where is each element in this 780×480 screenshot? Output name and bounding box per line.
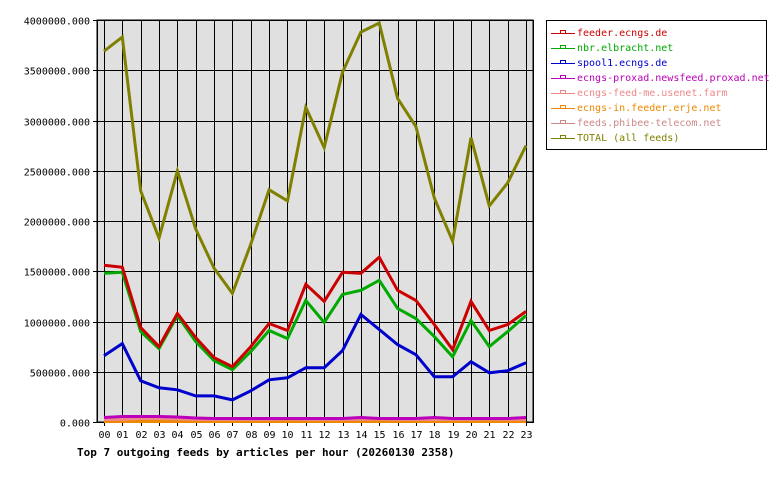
y-tick-label: 1000000.000: [24, 319, 90, 330]
x-tick-label: 11: [300, 430, 312, 441]
series-line-0: [103, 254, 527, 369]
x-tick-label: 19: [447, 430, 459, 441]
x-tick-label: 20: [465, 430, 477, 441]
legend-item: feeds.phibee-telecom.net: [551, 116, 766, 131]
x-tick-label: 18: [428, 430, 440, 441]
y-tick-label: 2000000.000: [24, 218, 90, 229]
x-tick-label: 14: [355, 430, 367, 441]
legend-item: ecngs-in.feeder.erje.net: [551, 101, 766, 116]
series-line-7: [103, 20, 528, 297]
legend-line-marker-icon: [551, 120, 575, 127]
legend-line-marker-icon: [551, 90, 575, 97]
legend-item: spool1.ecngs.de: [551, 56, 766, 71]
x-tick-label: 00: [98, 430, 110, 441]
legend-line-marker-icon: [551, 30, 575, 37]
legend-label: ecngs-in.feeder.erje.net: [577, 103, 722, 114]
x-tick-label: 07: [226, 430, 238, 441]
x-axis: 00 01 02 03 04 05 06 07 08 09 10 11 12 13 14 15 16 17 18 19…: [98, 430, 532, 441]
series-line-3: [103, 415, 527, 420]
legend-item: TOTAL (all feeds): [551, 131, 766, 146]
x-tick-label: 01: [116, 430, 128, 441]
x-tick-label: 09: [263, 430, 275, 441]
y-tick-label: 1500000.000: [24, 268, 90, 279]
y-tick-label: 3000000.000: [24, 118, 90, 129]
legend-item: nbr.elbracht.net: [551, 41, 766, 56]
y-tick-label: 4000000.000: [24, 17, 90, 28]
x-tick-label: 12: [318, 430, 330, 441]
y-tick-label: 3500000.000: [24, 67, 90, 78]
y-tick-label: 500000.000: [30, 369, 90, 380]
legend-label: spool1.ecngs.de: [577, 58, 668, 69]
legend-label: feeds.phibee-telecom.net: [577, 118, 722, 129]
y-tick-label: 2500000.000: [24, 168, 90, 179]
x-tick-label: 16: [392, 430, 404, 441]
x-tick-label: 23: [520, 430, 532, 441]
series-lines: [103, 20, 528, 423]
legend-item: feeder.ecngs.de: [551, 26, 766, 41]
legend-label: ecngs-proxad.newsfeed.proxad.net: [577, 73, 770, 84]
legend-line-marker-icon: [551, 60, 575, 67]
x-tick-label: 04: [171, 430, 183, 441]
legend-line-marker-icon: [551, 75, 575, 82]
y-tick-label: 0.000: [60, 419, 90, 430]
legend-line-marker-icon: [551, 45, 575, 52]
x-tick-label: 06: [208, 430, 220, 441]
x-tick-label: 13: [337, 430, 349, 441]
legend-item: ecngs-proxad.newsfeed.proxad.net: [551, 71, 770, 86]
x-tick-label: 10: [281, 430, 293, 441]
legend-label: feeder.ecngs.de: [577, 28, 668, 39]
legend-item: ecngs-feed-me.usenet.farm: [551, 86, 766, 101]
x-tick-label: 17: [410, 430, 422, 441]
legend-label: nbr.elbracht.net: [577, 43, 674, 54]
legend-label: TOTAL (all feeds): [577, 133, 680, 144]
x-tick-label: 08: [245, 430, 257, 441]
legend: feeder.ecngs.de nbr.elbracht.net spool1.ec…: [546, 20, 770, 150]
x-tick-label: 03: [153, 430, 165, 441]
legend-line-marker-icon: [551, 105, 575, 112]
x-tick-label: 21: [483, 430, 495, 441]
x-tick-label: 02: [135, 430, 147, 441]
y-axis: 0.000 500000.000 1000000.000 1500000.000 200…: [24, 17, 90, 430]
x-tick-label: 15: [373, 430, 385, 441]
x-tick-label: 05: [190, 430, 202, 441]
legend-label: ecngs-feed-me.usenet.farm: [577, 88, 728, 99]
legend-line-marker-icon: [551, 135, 575, 142]
chart-title: Top 7 outgoing feeds by articles per hou…: [77, 446, 455, 459]
series-line-2: [103, 312, 527, 402]
x-tick-label: 22: [502, 430, 514, 441]
